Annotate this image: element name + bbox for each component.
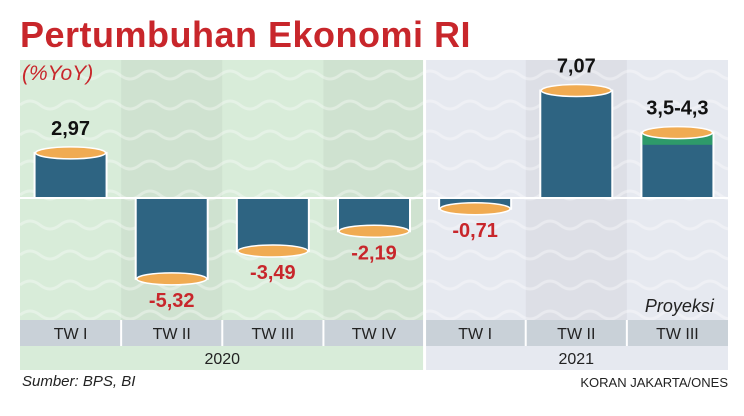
bar-4 — [337, 197, 411, 239]
value-label: 7,07 — [557, 56, 596, 78]
category-label: TW I — [54, 326, 88, 343]
bar-cap — [237, 244, 309, 258]
bar-body — [134, 197, 209, 280]
bar-cap — [135, 272, 208, 286]
bar-cap — [641, 125, 714, 140]
year-strip-2020 — [20, 346, 425, 370]
year-strip-2021 — [424, 346, 728, 370]
year-label-2021: 2021 — [558, 351, 594, 368]
bar-body — [235, 197, 310, 253]
bar-7 — [640, 125, 715, 199]
bar-body — [33, 151, 108, 200]
value-label: -2,19 — [351, 242, 397, 264]
bar-5 — [438, 197, 513, 216]
bar-cap — [540, 83, 613, 98]
background-wave — [19, 309, 741, 321]
value-label: 2,97 — [51, 118, 90, 140]
category-label: TW III — [656, 326, 699, 343]
value-label: -0,71 — [452, 220, 498, 242]
credit-note: KORAN JAKARTA/ONES — [580, 375, 728, 390]
background-wave — [19, 279, 741, 291]
background-wave — [19, 189, 741, 201]
background-wave — [19, 129, 741, 141]
year-label-2020: 2020 — [204, 351, 240, 368]
category-label: TW III — [252, 326, 295, 343]
category-label: TW II — [557, 326, 595, 343]
background-wave — [19, 159, 741, 171]
bar-6 — [539, 83, 614, 199]
category-label: TW II — [153, 326, 191, 343]
bar-cap — [34, 146, 107, 160]
bar-1 — [33, 146, 108, 200]
bar-cap — [439, 202, 511, 216]
bar-cap — [338, 224, 410, 239]
value-label: -3,49 — [250, 262, 296, 284]
column-shade — [323, 60, 425, 320]
category-label: TW I — [458, 326, 492, 343]
bar-2 — [134, 197, 209, 286]
category-strip — [20, 320, 728, 346]
background-wave — [19, 69, 741, 81]
chart-title: Pertumbuhan Ekonomi RI — [20, 14, 472, 55]
value-label: 3,5-4,3 — [646, 98, 708, 120]
bar-body — [539, 89, 614, 199]
chart-subtitle: (%YoY) — [22, 62, 94, 85]
category-label: TW IV — [352, 326, 397, 343]
source-note: Sumber: BPS, BI — [22, 373, 136, 390]
value-label: -5,32 — [149, 290, 195, 312]
projection-label: Proyeksi — [645, 296, 715, 316]
background-wave — [19, 99, 741, 111]
bar-3 — [235, 197, 310, 258]
